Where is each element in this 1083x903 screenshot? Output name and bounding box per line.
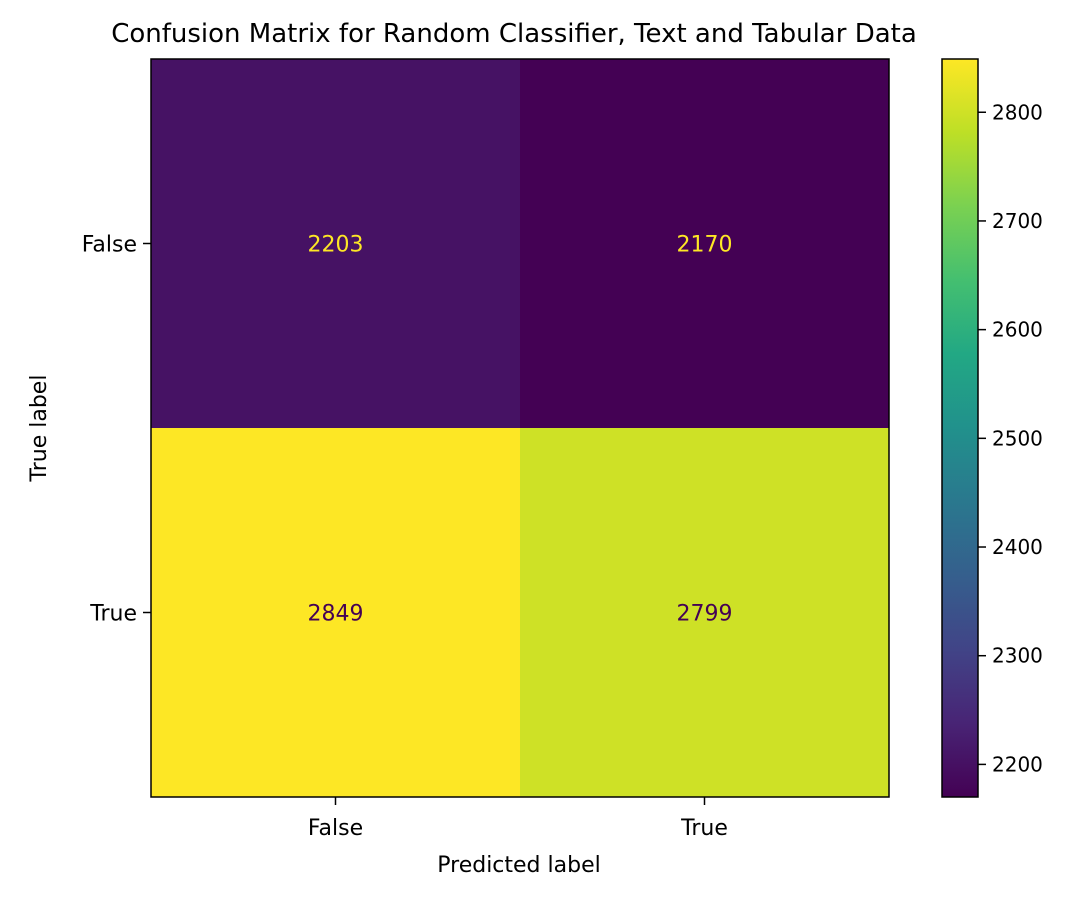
heatmap-cell <box>520 428 889 797</box>
y-tick-label: False <box>82 233 137 258</box>
cell-value-label: 2799 <box>677 602 733 627</box>
x-axis-ticks: False True <box>308 797 728 841</box>
heatmap-cells <box>151 59 889 797</box>
colorbar-tick-label: 2800 <box>992 100 1043 124</box>
y-axis-label: True label <box>27 375 52 483</box>
x-tick-label: True <box>680 816 728 841</box>
y-axis-ticks: False True <box>82 233 151 627</box>
colorbar-tick-label: 2500 <box>992 426 1043 450</box>
plot-frame <box>150 58 890 798</box>
cell-value-label: 2203 <box>308 233 364 258</box>
x-tick-label: False <box>308 816 363 841</box>
colorbar-ticks: 2200 2300 2400 2500 2600 2700 2800 <box>978 100 1043 776</box>
colorbar-tick-label: 2700 <box>992 209 1043 233</box>
cell-labels: 2203 2170 2849 2799 <box>308 233 733 627</box>
y-tick-label: True <box>89 602 137 627</box>
x-axis-label: Predicted label <box>437 853 600 878</box>
heatmap-cell <box>520 59 889 428</box>
chart-title: Confusion Matrix for Random Classifier, … <box>111 19 917 49</box>
cell-value-label: 2170 <box>677 233 733 258</box>
cell-value-label: 2849 <box>308 602 364 627</box>
colorbar-tick-label: 2300 <box>992 644 1043 668</box>
colorbar-tick-label: 2600 <box>992 318 1043 342</box>
colorbar-tick-label: 2400 <box>992 535 1043 559</box>
colorbar-tick-label: 2200 <box>992 752 1043 776</box>
colorbar <box>941 58 979 798</box>
heatmap-cell <box>151 428 520 797</box>
heatmap-cell <box>151 59 520 428</box>
